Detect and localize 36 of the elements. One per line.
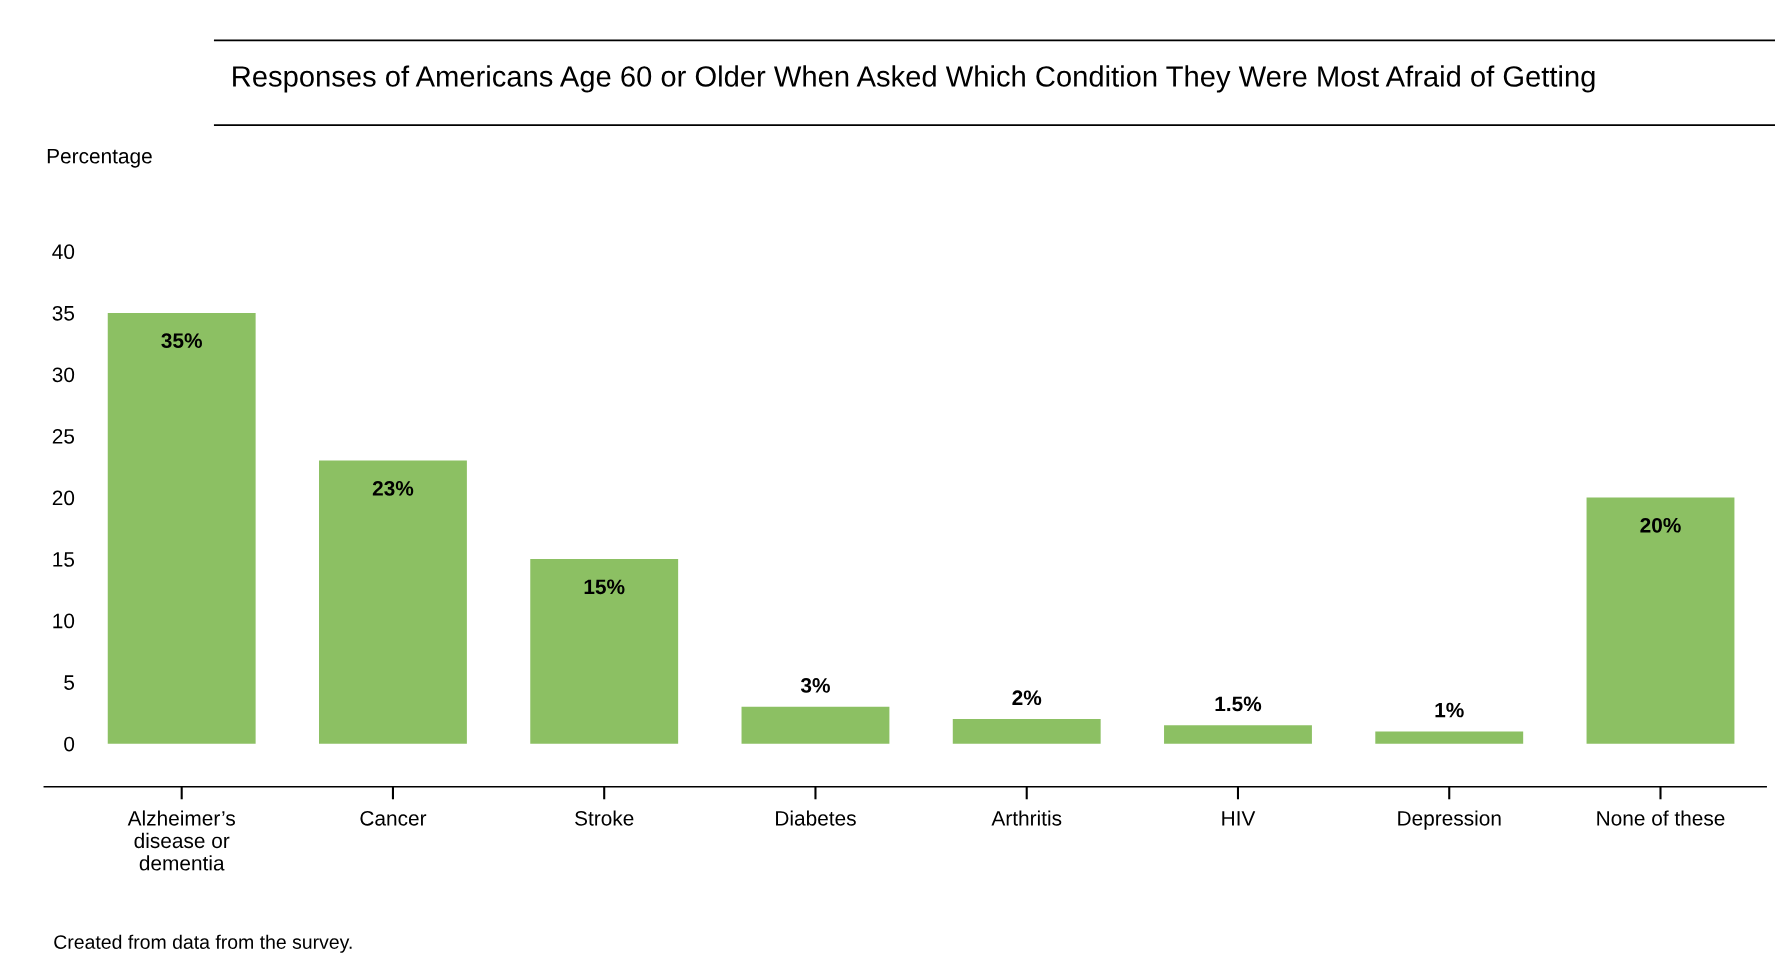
data-label: 3% [800, 678, 830, 693]
x-tick-label: None of these [1597, 810, 1725, 826]
x-tick-label: Arthritis [991, 810, 1062, 826]
y-tick-label: 40 [52, 244, 75, 260]
data-label: 1.5% [1215, 696, 1262, 712]
y-tick-label: 10 [53, 613, 75, 629]
y-tick-label: 30 [52, 367, 75, 383]
x-tick-label: Alzheimer’s disease or dementia [127, 810, 235, 871]
x-tick-label: Diabetes [776, 810, 856, 826]
y-axis-title: Percentage [47, 148, 152, 168]
data-label: 35% [161, 333, 202, 349]
y-tick-label: 20 [52, 490, 75, 506]
bar [1586, 497, 1735, 744]
bar [1375, 731, 1524, 744]
chart-title: Responses of Americans Age 60 or Older When Asked Which Condition They Were Most Afraid of Getting [233, 65, 1595, 93]
x-tick-label: Depression [1398, 810, 1501, 830]
y-tick-label: 0 [64, 736, 75, 752]
bar [319, 460, 467, 744]
y-tick-label: 35 [52, 305, 75, 321]
bar [952, 719, 1101, 744]
data-label: 15% [584, 579, 625, 595]
data-label: 23% [372, 480, 414, 496]
bar [107, 312, 256, 744]
y-tick-label: 25 [52, 428, 75, 444]
data-label: 1% [1435, 702, 1464, 718]
bar [741, 706, 890, 744]
data-label: 20% [1640, 517, 1681, 533]
y-tick-label: 5 [64, 675, 75, 690]
bar [530, 559, 679, 744]
y-tick-label: 15 [53, 552, 75, 567]
x-tick-label: Cancer [360, 810, 427, 826]
text: Created from data from the survey. [54, 934, 352, 953]
x-tick-label: HIV [1222, 811, 1256, 826]
x-tick-label: Stroke [575, 810, 634, 826]
data-label: 2% [1012, 690, 1042, 706]
bar [1164, 725, 1312, 744]
